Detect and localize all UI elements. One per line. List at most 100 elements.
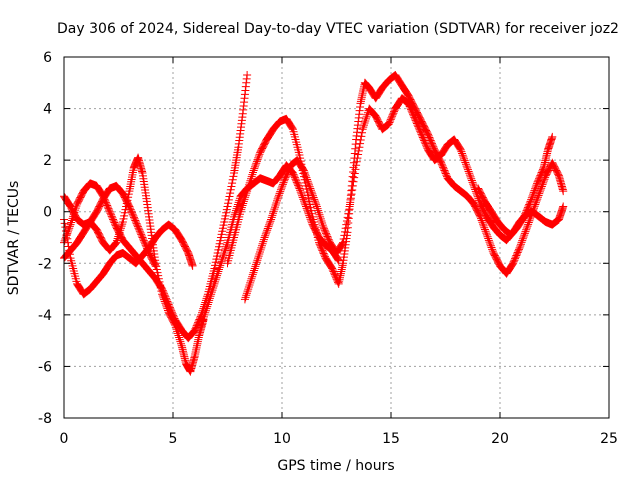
data-point [525, 216, 534, 225]
data-point [310, 195, 319, 204]
data-point [531, 182, 540, 191]
data-point [312, 202, 321, 211]
data-point [250, 164, 259, 173]
data-point [339, 235, 348, 244]
data-point [254, 254, 263, 263]
data-point [468, 178, 477, 187]
data-point [363, 110, 372, 119]
data-point [515, 243, 524, 252]
data-point [300, 197, 309, 206]
x-tick-label: 0 [60, 431, 69, 447]
data-point [220, 246, 229, 255]
data-point [466, 172, 475, 181]
data-point [481, 227, 490, 236]
y-tick-label: -4 [38, 308, 52, 324]
data-point [350, 173, 359, 182]
data-point [198, 317, 207, 326]
data-point [518, 214, 527, 223]
data-point [250, 264, 259, 273]
data-point [362, 112, 371, 121]
data-point [209, 281, 218, 290]
data-point [268, 211, 277, 220]
data-point [461, 160, 470, 169]
data-point [537, 182, 546, 191]
data-point [303, 207, 312, 216]
data-point [355, 143, 364, 152]
data-point [313, 204, 322, 213]
data-point [299, 166, 308, 175]
data-point [478, 218, 487, 227]
data-point [216, 259, 225, 268]
data-point [317, 216, 326, 225]
data-point [160, 297, 169, 306]
y-tick-label: -2 [38, 256, 52, 272]
data-point [61, 227, 70, 236]
data-point [249, 268, 258, 277]
data-point [463, 165, 472, 174]
data-point [306, 184, 315, 193]
data-point [517, 238, 526, 247]
data-point [384, 120, 393, 129]
data-point [318, 221, 327, 230]
data-point [272, 196, 281, 205]
data-point [247, 172, 256, 181]
data-point [254, 152, 263, 161]
data-point [540, 175, 549, 184]
data-point [251, 161, 260, 170]
data-point [461, 158, 470, 167]
data-point [233, 200, 242, 209]
data-point [352, 161, 361, 170]
x-tick-label: 20 [491, 431, 509, 447]
data-point [257, 241, 266, 250]
data-point [250, 162, 259, 171]
data-point [306, 186, 315, 195]
data-point [174, 331, 183, 340]
data-point [252, 260, 261, 269]
data-point [484, 234, 493, 243]
data-point [403, 89, 412, 98]
data-point [305, 180, 314, 189]
data-point [467, 176, 476, 185]
data-point [173, 327, 182, 336]
x-axis-label: GPS time / hours [277, 458, 394, 474]
data-point [403, 98, 412, 107]
data-point [271, 201, 280, 210]
data-point [232, 206, 241, 215]
data-point [234, 198, 243, 207]
data-point [534, 191, 543, 200]
data-point [304, 209, 313, 218]
data-point [60, 219, 69, 228]
data-point [539, 178, 548, 187]
data-point [516, 242, 525, 251]
series-sat-c [60, 215, 197, 299]
data-point [519, 232, 528, 241]
data-point [63, 238, 72, 247]
data-point [312, 200, 321, 209]
data-point [171, 323, 180, 332]
data-point [266, 217, 275, 226]
data-point [250, 266, 259, 275]
data-point [244, 283, 253, 292]
data-point [456, 145, 465, 154]
data-point [520, 231, 529, 240]
data-point [226, 189, 235, 198]
data-point [176, 337, 185, 346]
data-point [522, 223, 531, 232]
data-point [245, 280, 254, 289]
data-point [277, 183, 286, 192]
data-point [173, 329, 182, 338]
data-point [533, 193, 542, 202]
data-point [294, 182, 303, 191]
data-point [296, 186, 305, 195]
data-point [175, 335, 184, 344]
data-point [458, 149, 467, 158]
data-point [162, 301, 171, 310]
data-point [116, 226, 125, 235]
data-point [200, 310, 209, 319]
data-point [221, 244, 230, 253]
data-point [529, 188, 538, 197]
data-point [205, 294, 214, 303]
data-point [459, 153, 468, 162]
data-point [211, 275, 220, 284]
data-point [301, 202, 310, 211]
